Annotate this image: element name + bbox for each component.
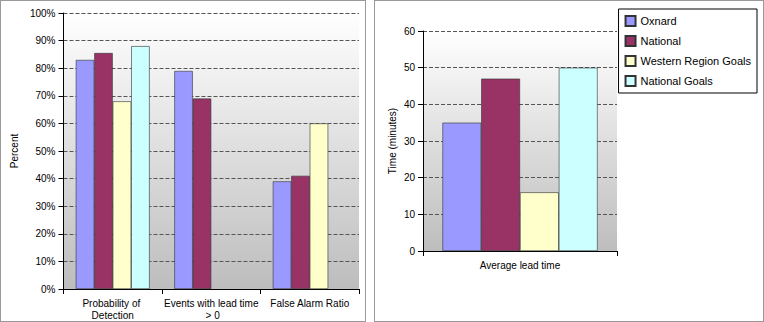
svg-text:Probability of: Probability of xyxy=(82,298,143,309)
svg-text:20: 20 xyxy=(404,172,416,183)
svg-text:False Alarm Ratio: False Alarm Ratio xyxy=(270,298,349,309)
svg-text:30: 30 xyxy=(404,136,416,147)
svg-text:Western Region Goals: Western Region Goals xyxy=(641,55,752,67)
svg-text:Events with lead time: Events with lead time xyxy=(164,298,259,309)
svg-text:50: 50 xyxy=(404,62,416,73)
svg-text:60%: 60% xyxy=(35,118,55,129)
svg-text:Time (minutes): Time (minutes) xyxy=(387,108,398,174)
svg-text:60: 60 xyxy=(404,26,416,37)
svg-text:10%: 10% xyxy=(35,256,55,267)
svg-text:National Goals: National Goals xyxy=(641,75,714,87)
svg-text:40: 40 xyxy=(404,99,416,110)
svg-text:Oxnard: Oxnard xyxy=(641,15,677,27)
svg-text:80%: 80% xyxy=(35,63,55,74)
svg-text:70%: 70% xyxy=(35,90,55,101)
svg-text:National: National xyxy=(641,35,681,47)
svg-text:> 0: > 0 xyxy=(203,310,220,321)
svg-text:100%: 100% xyxy=(30,8,56,19)
svg-text:30%: 30% xyxy=(35,201,55,212)
svg-text:40%: 40% xyxy=(35,173,55,184)
svg-text:50%: 50% xyxy=(35,146,55,157)
svg-text:90%: 90% xyxy=(35,35,55,46)
svg-text:Detection: Detection xyxy=(92,310,134,321)
svg-text:20%: 20% xyxy=(35,228,55,239)
svg-text:0%: 0% xyxy=(41,284,56,295)
svg-text:Average lead time: Average lead time xyxy=(480,260,561,271)
svg-text:0: 0 xyxy=(409,246,415,257)
svg-text:10: 10 xyxy=(404,209,416,220)
svg-text:Percent: Percent xyxy=(9,134,20,169)
